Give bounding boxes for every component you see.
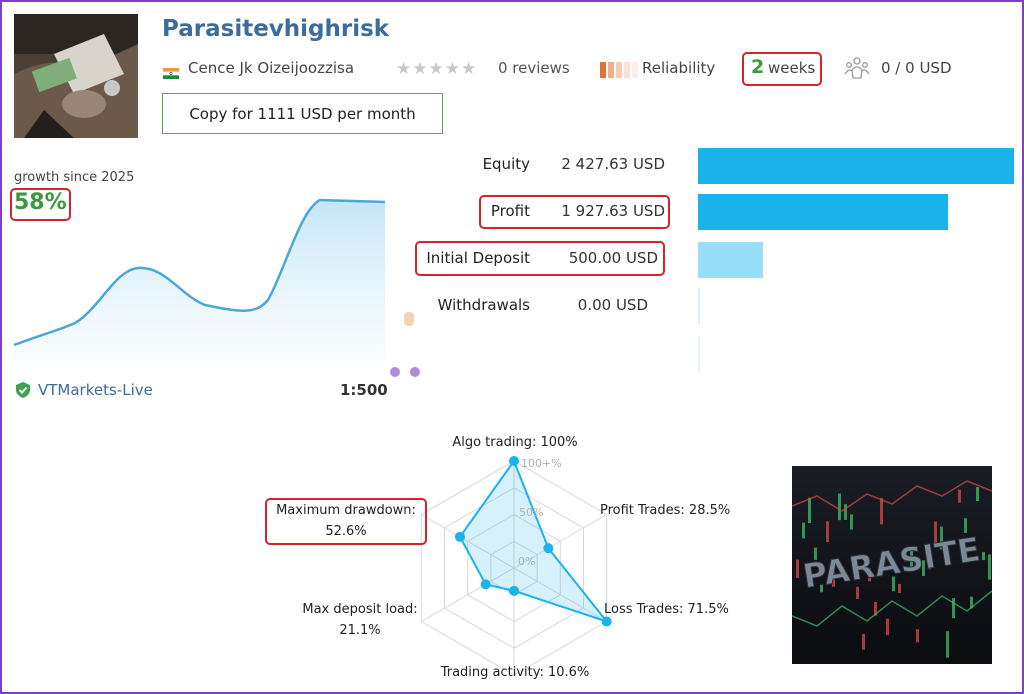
promo-candle [826, 521, 829, 543]
parasite-promo-image: PARASITE [792, 466, 992, 664]
promo-candle [946, 631, 949, 658]
growth-label: growth since 2025 [14, 170, 135, 185]
subscribers-icon [844, 56, 870, 84]
radar-spoke [421, 567, 515, 622]
max-drawdown-label-2: 52.6% [325, 524, 367, 539]
radar-tick-100: 100+% [521, 457, 562, 470]
radar-point [509, 456, 519, 466]
initial-deposit-label: Initial Deposit [426, 249, 530, 267]
weeks-label: weeks [768, 59, 816, 77]
trader-avatar [14, 14, 138, 138]
promo-candle [904, 553, 907, 562]
profit-highlight-box [479, 195, 670, 229]
subscribers-value: 0 / 0 USD [881, 59, 952, 77]
profit-bar [698, 194, 948, 230]
radar-point [480, 579, 491, 590]
max-drawdown-label-1: Maximum drawdown: [276, 503, 416, 518]
promo-candle [952, 598, 955, 619]
promo-candle [868, 568, 871, 582]
signal-owner[interactable]: Cence Jk Oizeijoozzisa [188, 59, 355, 77]
reliability-label: Reliability [642, 59, 716, 77]
trading-activity-label: Trading activity: 10.6% [440, 665, 590, 680]
equity-bar [698, 148, 1014, 184]
promo-candle [814, 547, 817, 560]
max-deposit-load-label-1: Max deposit load: [302, 602, 418, 617]
radar-tick-50: 50% [519, 506, 543, 519]
promo-candle [880, 497, 883, 525]
drawdown-highlight-box [265, 498, 427, 545]
radar-point [509, 585, 519, 596]
promo-candle [982, 552, 985, 561]
radar-spoke [513, 567, 607, 622]
withdrawals-bar [698, 288, 700, 324]
growth-chart[interactable] [0, 190, 390, 360]
empty-bar [698, 336, 700, 372]
initial-deposit-value: 500.00 USD [568, 249, 658, 267]
radar-point [454, 531, 465, 542]
max-deposit-load-label-2: 21.1% [339, 623, 381, 638]
equity-value: 2 427.63 USD [561, 155, 665, 173]
weeks-number: 2 [751, 56, 765, 78]
radar-spoke [513, 514, 607, 569]
growth-line [13, 198, 386, 347]
promo-candle [808, 497, 811, 524]
promo-candle [976, 487, 979, 501]
signal-title[interactable]: Parasitevhighrisk [162, 16, 390, 42]
algo-trading-label: Algo trading: 100% [452, 435, 578, 450]
profit-trades-label: Profit Trades: 28.5% [600, 503, 731, 518]
promo-candle [802, 522, 805, 539]
promo-candle [850, 514, 853, 530]
india-flag-icon [163, 64, 179, 79]
deposit-highlight-box [415, 241, 665, 276]
obscured-dots-icon [390, 367, 420, 377]
withdrawals-value: 0.00 USD [577, 296, 648, 314]
promo-candle [844, 504, 847, 520]
equity-label: Equity [482, 155, 530, 173]
radar-tick-0: 0% [518, 555, 535, 568]
verified-check-icon [14, 381, 32, 403]
promo-candle [832, 570, 835, 587]
promo-candle [964, 518, 967, 533]
promo-candle [958, 489, 961, 503]
promo-candle [916, 629, 919, 643]
profit-label: Profit [490, 202, 530, 220]
obscured-mark [404, 312, 414, 326]
rating-stars-icon: ★★★★★ [396, 59, 478, 79]
promo-candle [874, 601, 877, 616]
promo-candle [898, 583, 901, 593]
promo-candle [820, 584, 823, 593]
loss-trades-label: Loss Trades: 71.5% [604, 602, 729, 617]
radar-data-polygon [458, 458, 610, 624]
profit-value: 1 927.63 USD [561, 202, 665, 220]
leverage-value: 1:500 [340, 381, 388, 399]
promo-candle [856, 586, 859, 599]
promo-candle [928, 553, 931, 570]
promo-candle [862, 633, 865, 650]
promo-candle [910, 547, 913, 569]
promo-candle [922, 560, 925, 577]
radar-point [601, 616, 612, 627]
promo-candle [886, 618, 889, 635]
broker-server-link[interactable]: VTMarkets-Live [38, 381, 153, 399]
promo-candle [970, 596, 973, 609]
radar-point [543, 543, 554, 554]
promo-candle [940, 526, 943, 550]
weeks-highlight-box [742, 52, 822, 86]
reliability-icon [600, 62, 638, 78]
growth-area [14, 200, 385, 360]
withdrawals-label: Withdrawals [437, 296, 530, 314]
promo-candle [934, 521, 937, 544]
promo-candle [892, 576, 895, 592]
reviews-count[interactable]: 0 reviews [498, 59, 570, 77]
growth-highlight-box [10, 188, 71, 221]
growth-value: 58% [14, 190, 67, 215]
copy-subscribe-button[interactable]: Copy for 1111 USD per month [162, 93, 443, 134]
promo-candle [796, 559, 799, 578]
promo-candle [838, 493, 841, 521]
initial-deposit-bar [698, 242, 763, 278]
promo-candle [988, 554, 991, 580]
radar-spoke [421, 514, 515, 569]
